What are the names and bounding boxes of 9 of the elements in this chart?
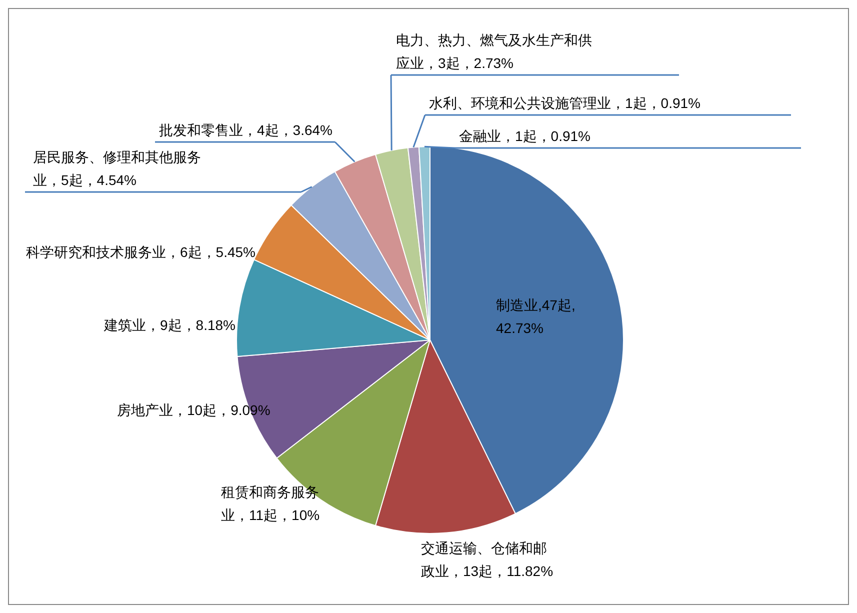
slice-label: 批发和零售业，4起，3.64% bbox=[159, 122, 332, 138]
slice-label: 科学研究和技术服务业，6起，5.45% bbox=[26, 244, 256, 260]
slice-label: 电力、热力、燃气及水生产和供应业，3起，2.73% bbox=[396, 32, 592, 71]
slice-label: 金融业，1起，0.91% bbox=[459, 128, 590, 144]
slice-label: 水利、环境和公共设施管理业，1起，0.91% bbox=[429, 94, 700, 111]
slice-label: 建筑业，9起，8.18% bbox=[103, 316, 236, 333]
slice-label: 居民服务、修理和其他服务业，5起，4.54% bbox=[33, 148, 201, 188]
slice-label: 制造业,47起,42.73% bbox=[496, 296, 576, 336]
slice-label: 交通运输、仓储和邮政业，13起，11.82% bbox=[421, 540, 554, 579]
